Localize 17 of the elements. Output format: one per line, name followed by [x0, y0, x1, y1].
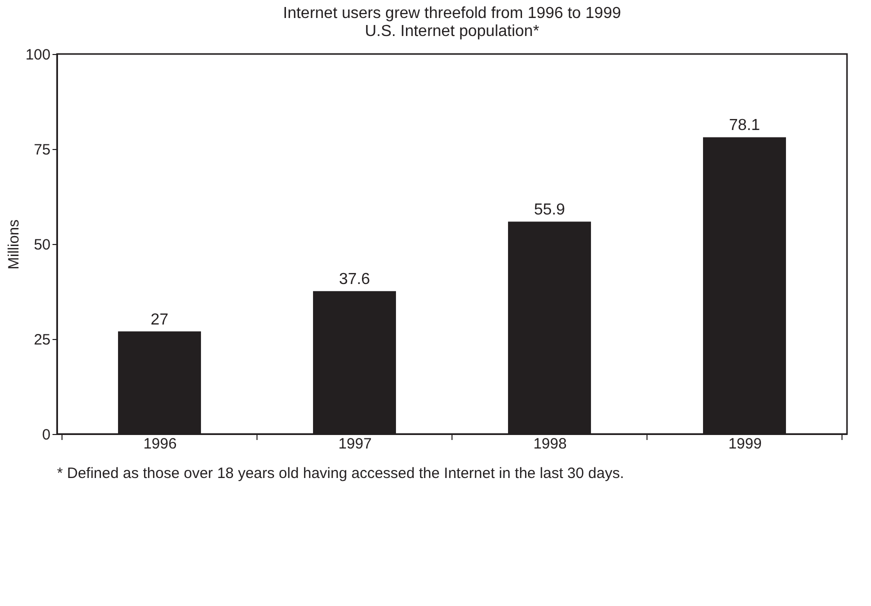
y-tick-label: 25 [34, 332, 50, 348]
data-label: 55.9 [534, 202, 566, 219]
data-label: 78.1 [728, 117, 760, 134]
data-label: 37.6 [338, 271, 370, 288]
chart-title: Internet users grew threefold from 1996 to 1999 [283, 5, 622, 22]
x-tick-label: 1998 [533, 436, 567, 452]
x-tick-label: 1997 [338, 436, 372, 452]
text: * Defined as those over 18 years old having accessed the Internet in the last 30 days. [57, 465, 624, 482]
y-axis-title: Millions [5, 219, 22, 270]
data-label: 27 [150, 311, 168, 328]
x-tick-label: 1999 [728, 436, 762, 452]
y-tick-label: 100 [25, 46, 50, 64]
y-tick-label: 0 [42, 426, 50, 444]
y-tick-label: 50 [34, 236, 50, 254]
chart-subtitle: U.S. Internet population* [364, 23, 540, 40]
x-tick-label: 1996 [143, 436, 177, 452]
y-tick-label: 75 [34, 142, 50, 158]
